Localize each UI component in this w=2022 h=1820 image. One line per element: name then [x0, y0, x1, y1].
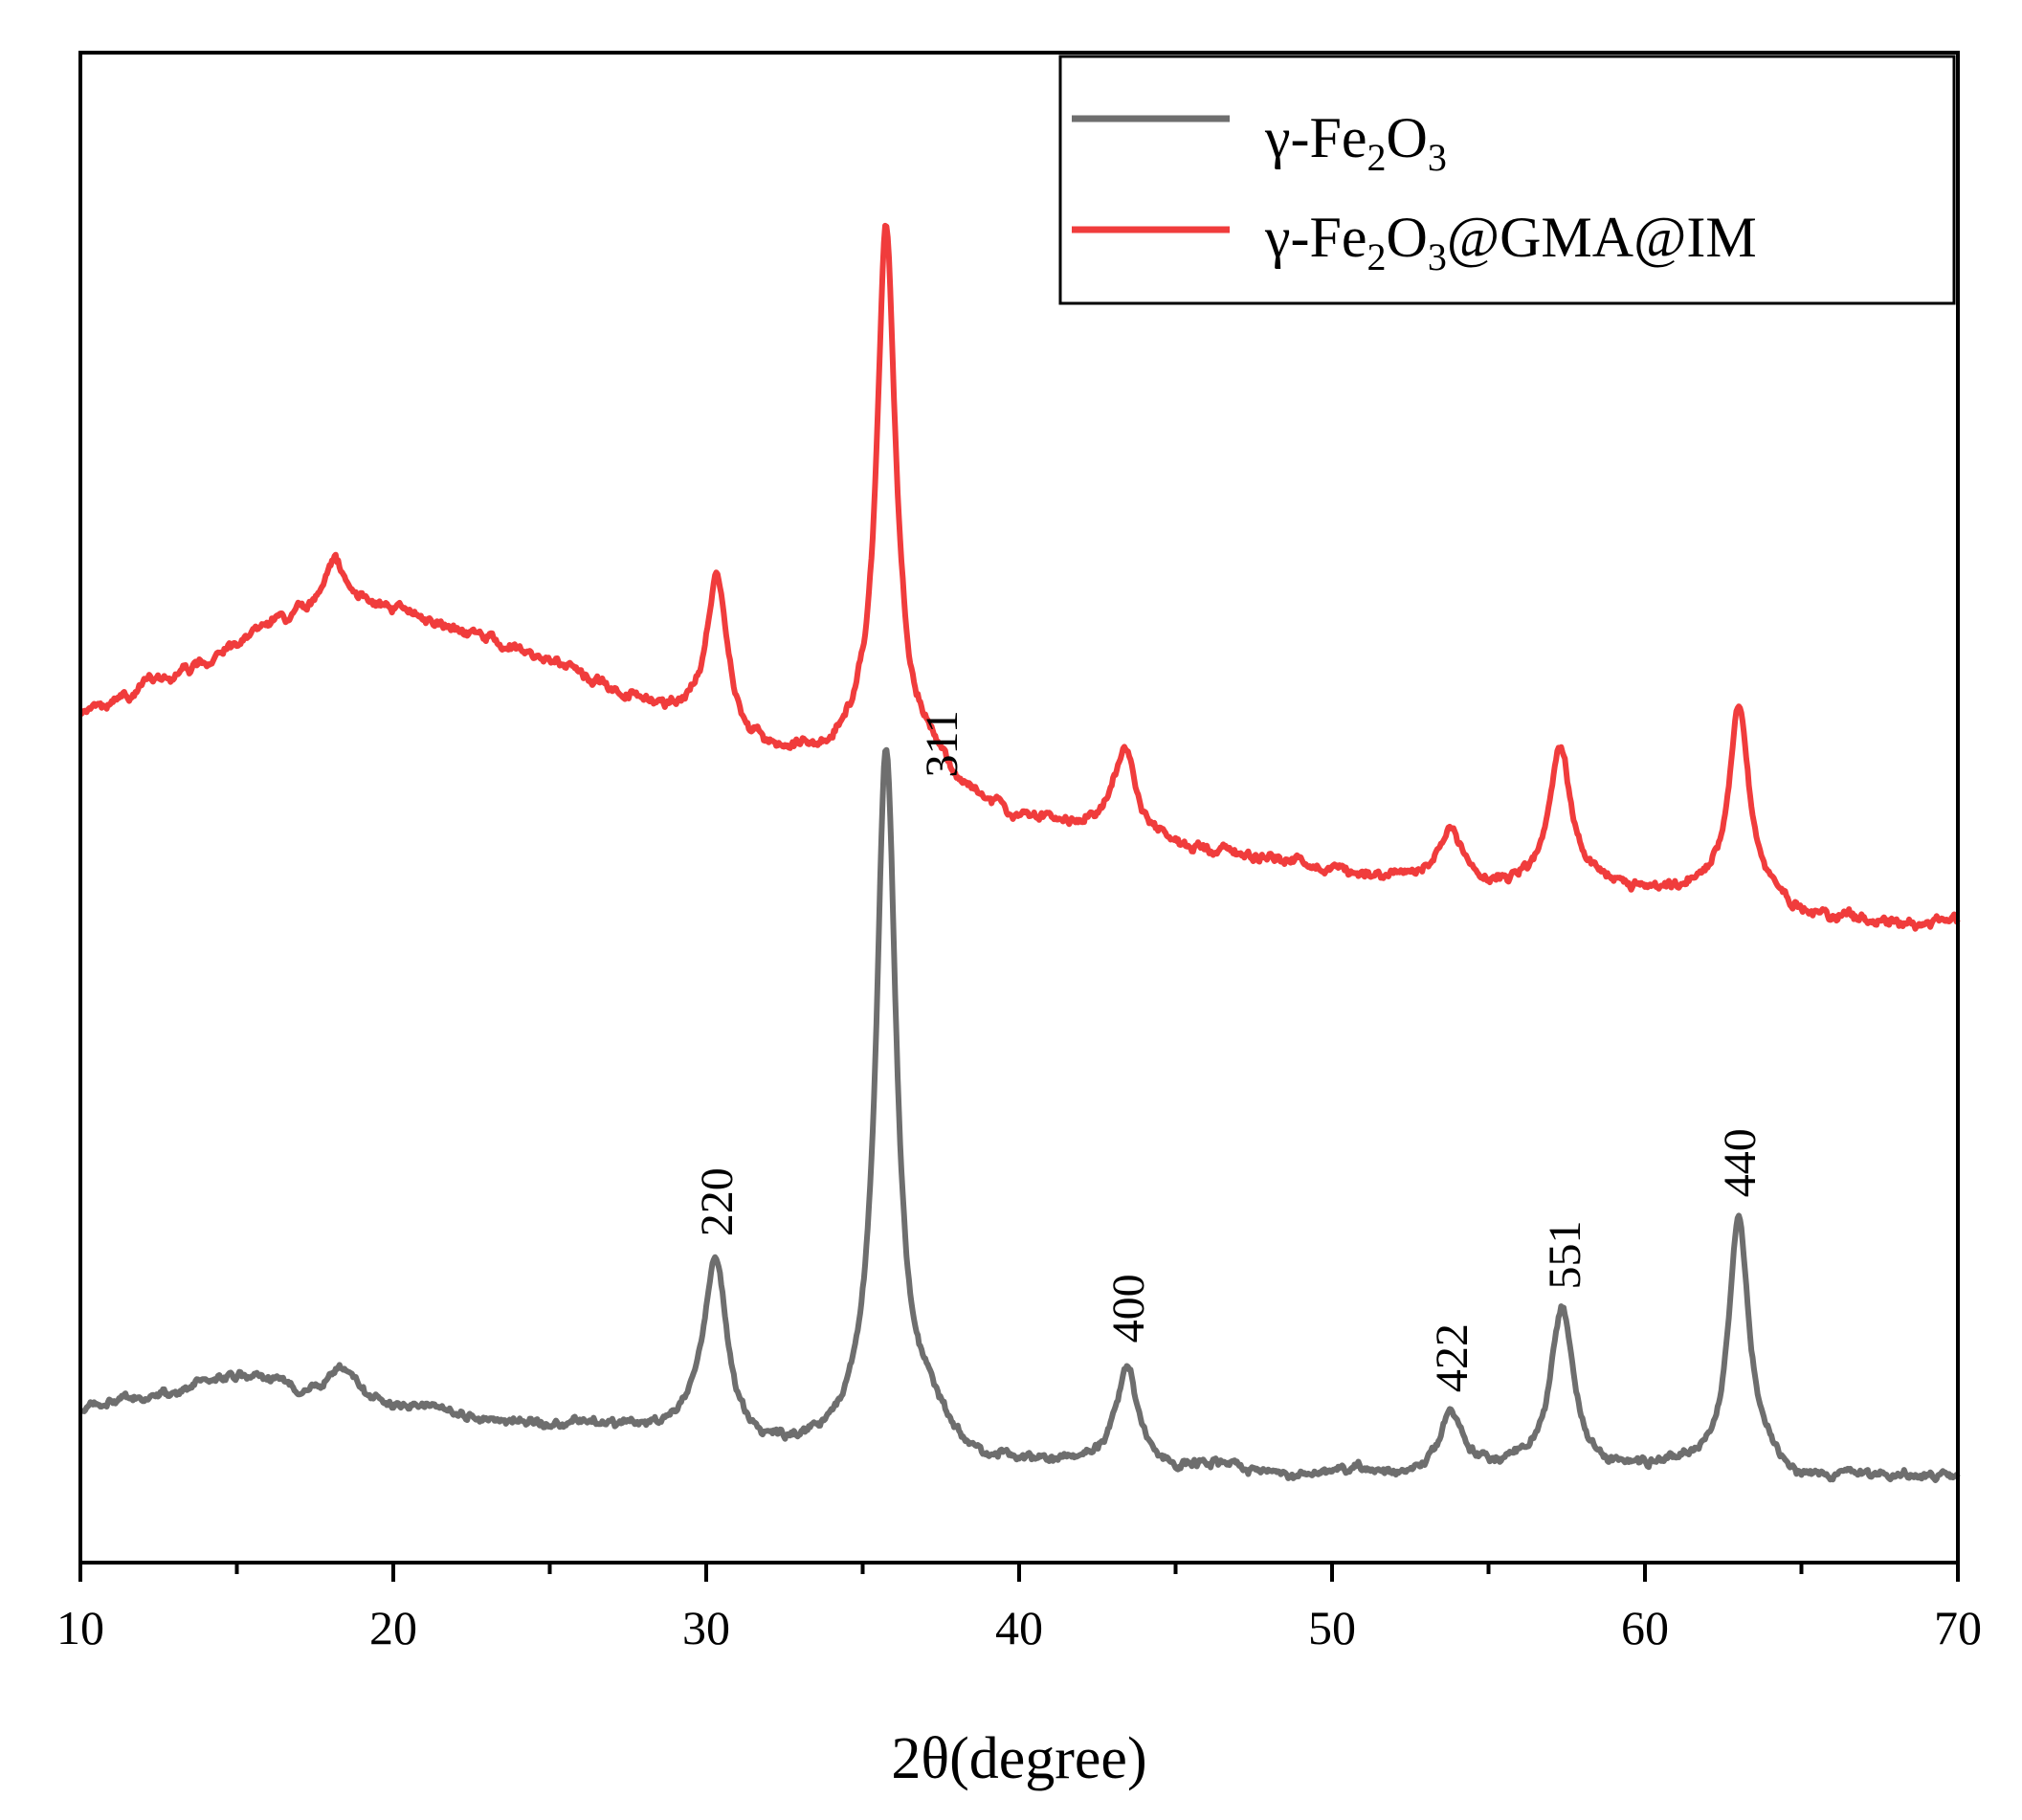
peak-label-400: 400	[1103, 1274, 1154, 1343]
x-tick-label: 70	[1934, 1601, 1982, 1654]
x-tick-label: 30	[682, 1601, 730, 1654]
peak-label-551: 551	[1540, 1220, 1590, 1289]
peak-label-220: 220	[692, 1167, 743, 1236]
x-tick-label: 20	[369, 1601, 417, 1654]
series-line-gamma-fe2o3	[78, 746, 1961, 1483]
legend: γ-Fe2O3 γ-Fe2O3@GMA@IM	[1058, 55, 1956, 305]
x-axis-title: 2θ(degree)	[891, 1726, 1146, 1791]
x-tick-label: 10	[56, 1601, 104, 1654]
peak-label-440: 440	[1715, 1128, 1766, 1197]
legend-label-subscript: 2	[1367, 235, 1387, 278]
legend-label-tail: @GMA@IM	[1447, 206, 1757, 269]
legend-box	[1058, 55, 1956, 305]
legend-label-oxygen: O	[1387, 106, 1428, 169]
legend-label-gamma-fe2o3-gma-im: γ-Fe2O3@GMA@IM	[1264, 206, 1757, 278]
x-tick-label: 40	[995, 1601, 1043, 1654]
peak-label-311: 311	[917, 710, 967, 777]
legend-label-subscript: 3	[1428, 235, 1447, 278]
legend-label-gamma-fe2o3: γ-Fe2O3	[1264, 106, 1447, 179]
legend-label-oxygen: O	[1387, 206, 1428, 269]
x-tick-label: 60	[1621, 1601, 1669, 1654]
legend-label-main: γ-Fe	[1264, 106, 1367, 169]
x-axis: 10 20 30 40 50 60 70	[56, 1563, 1982, 1654]
x-tick-label: 50	[1308, 1601, 1356, 1654]
legend-label-subscript: 3	[1428, 136, 1447, 179]
legend-label-main: γ-Fe	[1264, 206, 1367, 269]
annotation-layer: 220 311 400 422 551 440	[692, 710, 1766, 1392]
series-layer	[78, 222, 1961, 1483]
peak-label-422: 422	[1427, 1323, 1478, 1392]
legend-label-subscript: 2	[1367, 136, 1387, 179]
series-line-gamma-fe2o3-gma-im	[78, 222, 1961, 932]
